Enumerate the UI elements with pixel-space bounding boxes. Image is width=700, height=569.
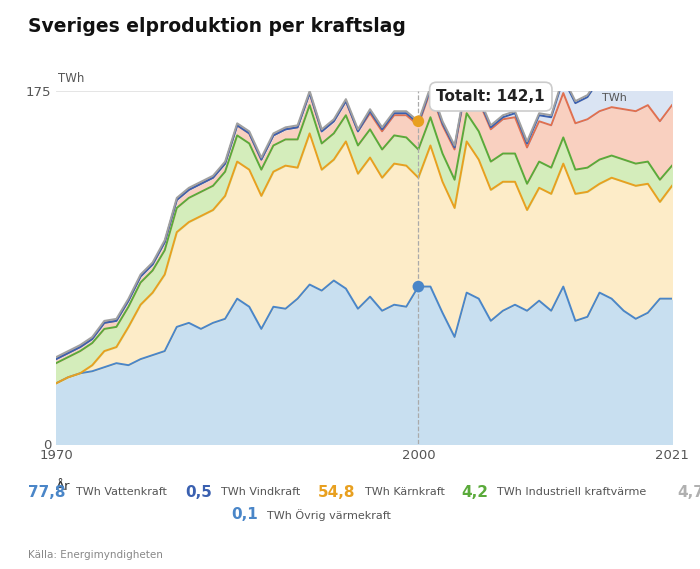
Text: TWh Industriell kraftvärme: TWh Industriell kraftvärme bbox=[497, 487, 654, 497]
Text: 0,1: 0,1 bbox=[231, 508, 258, 522]
Text: TWh Vattenkraft: TWh Vattenkraft bbox=[76, 487, 174, 497]
Text: TWh Vindkraft: TWh Vindkraft bbox=[220, 487, 307, 497]
Text: 4,7: 4,7 bbox=[678, 485, 700, 500]
Text: Sveriges elproduktion per kraftslag: Sveriges elproduktion per kraftslag bbox=[28, 17, 406, 36]
Text: Källa: Energimyndigheten: Källa: Energimyndigheten bbox=[28, 550, 163, 560]
Text: TWh: TWh bbox=[602, 93, 626, 103]
Point bbox=[413, 117, 424, 126]
Text: TWh Kärnkraft: TWh Kärnkraft bbox=[365, 487, 452, 497]
Text: TWh Övrig värmekraft: TWh Övrig värmekraft bbox=[267, 509, 398, 521]
Text: Totalt: 142,1: Totalt: 142,1 bbox=[437, 89, 545, 104]
Text: 4,2: 4,2 bbox=[461, 485, 489, 500]
Text: 0,5: 0,5 bbox=[185, 485, 212, 500]
Text: 77,8: 77,8 bbox=[28, 485, 66, 500]
Text: År: År bbox=[56, 480, 71, 493]
Text: TWh: TWh bbox=[58, 72, 85, 85]
Text: 54,8: 54,8 bbox=[317, 485, 355, 500]
Point bbox=[413, 282, 424, 291]
